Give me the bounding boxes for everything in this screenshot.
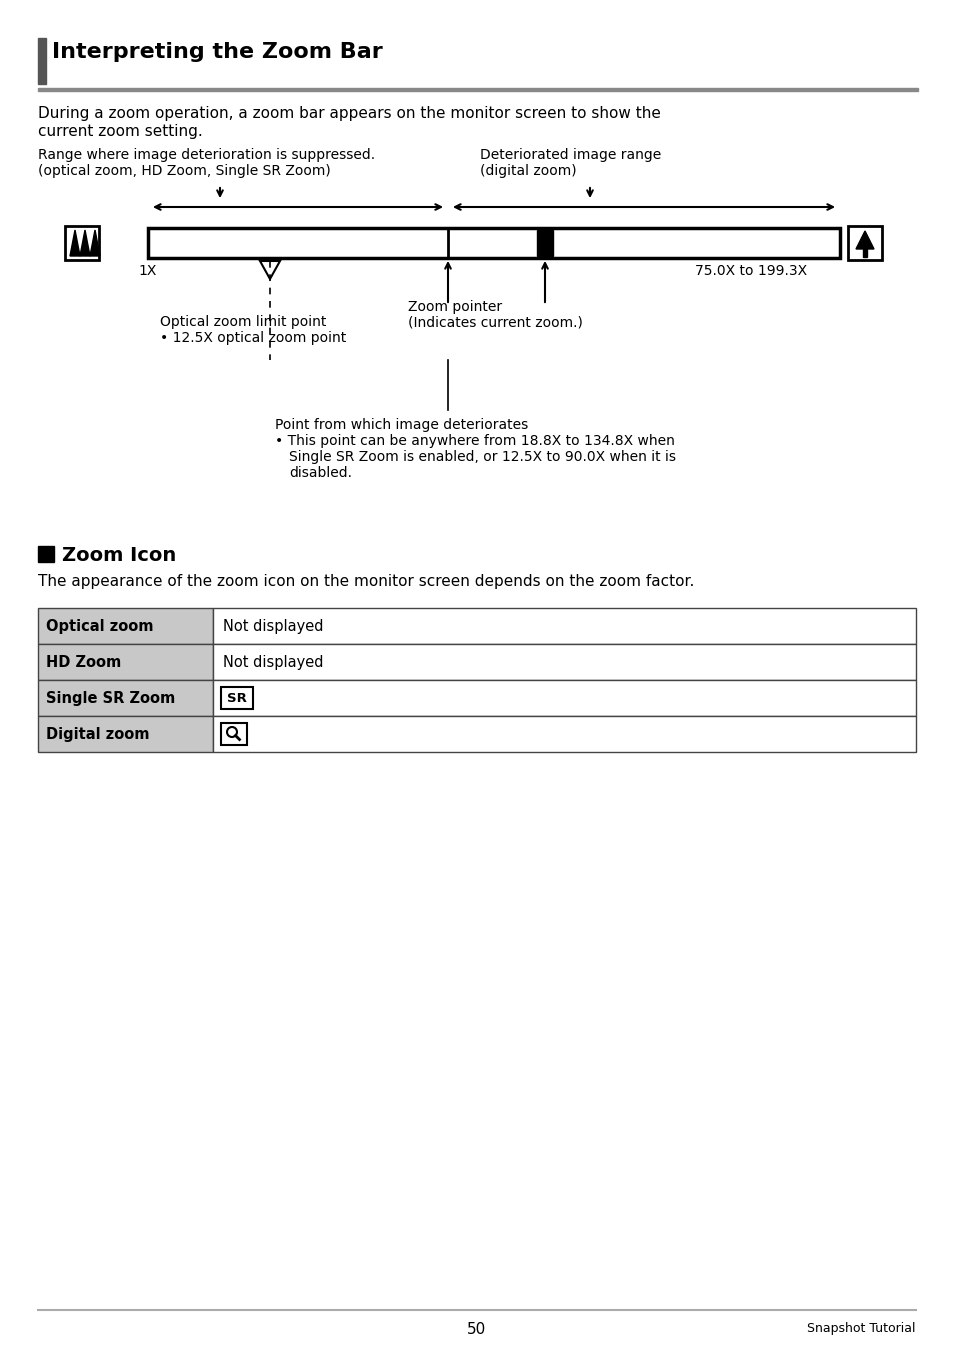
Text: Deteriorated image range: Deteriorated image range xyxy=(479,148,660,161)
Bar xyxy=(38,716,213,752)
Text: • This point can be anywhere from 18.8X to 134.8X when: • This point can be anywhere from 18.8X … xyxy=(274,434,674,448)
Text: disabled.: disabled. xyxy=(289,465,352,480)
Text: (optical zoom, HD Zoom, Single SR Zoom): (optical zoom, HD Zoom, Single SR Zoom) xyxy=(38,164,331,178)
Text: Zoom pointer: Zoom pointer xyxy=(408,300,501,313)
Text: Optical zoom: Optical zoom xyxy=(46,619,153,634)
Text: Single SR Zoom is enabled, or 12.5X to 90.0X when it is: Single SR Zoom is enabled, or 12.5X to 9… xyxy=(289,451,676,464)
Text: current zoom setting.: current zoom setting. xyxy=(38,123,203,138)
Text: Not displayed: Not displayed xyxy=(223,655,323,670)
Polygon shape xyxy=(855,231,873,248)
Bar xyxy=(213,680,915,716)
Text: (digital zoom): (digital zoom) xyxy=(479,164,576,178)
Text: During a zoom operation, a zoom bar appears on the monitor screen to show the: During a zoom operation, a zoom bar appe… xyxy=(38,106,660,121)
Polygon shape xyxy=(70,229,80,256)
Polygon shape xyxy=(90,229,100,256)
Bar xyxy=(148,228,840,258)
Circle shape xyxy=(227,727,236,737)
Text: Not displayed: Not displayed xyxy=(223,619,323,634)
Text: Range where image deterioration is suppressed.: Range where image deterioration is suppr… xyxy=(38,148,375,161)
Bar xyxy=(38,546,54,562)
Bar xyxy=(862,248,866,256)
Text: Snapshot Tutorial: Snapshot Tutorial xyxy=(806,1322,915,1335)
Bar xyxy=(38,645,213,680)
Bar xyxy=(38,680,213,716)
Bar xyxy=(847,227,882,261)
Text: HD Zoom: HD Zoom xyxy=(46,655,121,670)
Bar xyxy=(221,723,247,745)
Bar xyxy=(65,227,99,261)
Text: 75.0X to 199.3X: 75.0X to 199.3X xyxy=(695,265,806,278)
Bar xyxy=(38,38,46,84)
Text: 1X: 1X xyxy=(138,265,156,278)
Text: Optical zoom limit point: Optical zoom limit point xyxy=(160,315,326,328)
Text: 50: 50 xyxy=(467,1322,486,1337)
Polygon shape xyxy=(260,261,280,280)
Bar xyxy=(38,88,917,91)
Bar xyxy=(537,229,553,256)
Bar xyxy=(38,608,213,645)
Bar xyxy=(221,687,253,708)
Polygon shape xyxy=(80,229,90,256)
Text: Point from which image deteriorates: Point from which image deteriorates xyxy=(274,418,528,432)
Text: The appearance of the zoom icon on the monitor screen depends on the zoom factor: The appearance of the zoom icon on the m… xyxy=(38,574,694,589)
Text: Zoom Icon: Zoom Icon xyxy=(62,546,176,565)
Text: (Indicates current zoom.): (Indicates current zoom.) xyxy=(408,316,582,330)
Bar xyxy=(213,645,915,680)
Circle shape xyxy=(230,730,234,734)
Bar xyxy=(213,608,915,645)
Text: SR: SR xyxy=(227,692,247,704)
Text: Single SR Zoom: Single SR Zoom xyxy=(46,691,175,706)
Bar xyxy=(213,716,915,752)
Text: Digital zoom: Digital zoom xyxy=(46,727,150,742)
Text: • 12.5X optical zoom point: • 12.5X optical zoom point xyxy=(160,331,346,345)
Text: Interpreting the Zoom Bar: Interpreting the Zoom Bar xyxy=(52,42,382,62)
